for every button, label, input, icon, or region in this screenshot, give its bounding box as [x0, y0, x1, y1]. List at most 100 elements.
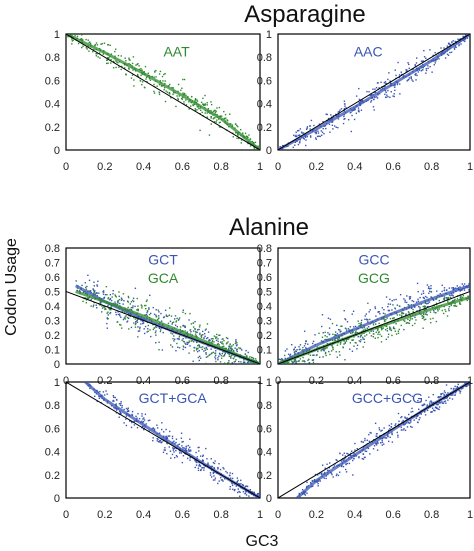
- data-point: [329, 318, 332, 320]
- data-point: [373, 109, 375, 111]
- data-point: [199, 333, 201, 336]
- data-point: [195, 464, 198, 466]
- data-point: [392, 327, 395, 330]
- y-tick-label: 0.7: [257, 258, 272, 270]
- data-point: [400, 416, 402, 419]
- data-point: [377, 331, 380, 334]
- plot-frame: [65, 247, 261, 365]
- data-point: [199, 464, 201, 467]
- data-point: [210, 476, 213, 478]
- data-point: [178, 347, 181, 349]
- data-point: [218, 480, 220, 482]
- data-point: [192, 326, 195, 328]
- data-point: [401, 415, 403, 418]
- data-point: [385, 437, 388, 439]
- data-point: [391, 334, 393, 337]
- data-point: [189, 446, 191, 448]
- data-point: [366, 439, 368, 441]
- data-point: [204, 349, 207, 351]
- data-point: [188, 352, 190, 354]
- data-point: [242, 484, 245, 487]
- data-point: [361, 99, 364, 102]
- data-point: [200, 109, 202, 111]
- data-point: [76, 35, 79, 38]
- data-point: [171, 86, 173, 89]
- data-point: [322, 120, 324, 123]
- data-point: [283, 354, 286, 357]
- data-point: [175, 441, 177, 444]
- data-point: [198, 108, 200, 110]
- data-point: [354, 325, 357, 328]
- data-point: [328, 123, 331, 126]
- data-point: [385, 96, 387, 98]
- data-point: [130, 426, 133, 429]
- data-point: [445, 384, 448, 386]
- data-point: [164, 309, 167, 312]
- data-point: [93, 290, 95, 292]
- data-point: [312, 354, 314, 356]
- data-point: [114, 396, 116, 399]
- data-point: [197, 344, 199, 347]
- data-point: [353, 452, 355, 455]
- data-point: [229, 344, 231, 346]
- data-point: [458, 303, 461, 305]
- data-point: [229, 475, 231, 477]
- data-point: [238, 363, 241, 364]
- data-point: [230, 357, 232, 359]
- data-point: [409, 422, 411, 424]
- data-point: [130, 301, 133, 303]
- data-point: [397, 412, 400, 415]
- data-point: [257, 493, 259, 495]
- y-tick-label: 0.8: [257, 243, 272, 255]
- data-point: [71, 34, 73, 36]
- data-point: [389, 327, 392, 329]
- data-point: [387, 309, 390, 312]
- data-point: [403, 428, 405, 430]
- data-point: [218, 334, 220, 337]
- data-point: [230, 349, 233, 351]
- data-point: [390, 423, 393, 425]
- data-point: [248, 362, 250, 364]
- data-point: [115, 66, 117, 69]
- data-point: [154, 71, 156, 73]
- data-point: [410, 411, 412, 413]
- data-point: [87, 297, 89, 300]
- data-point: [366, 327, 368, 329]
- data-point: [146, 331, 148, 333]
- data-point: [336, 333, 339, 335]
- data-point: [409, 419, 412, 422]
- data-point: [153, 428, 156, 430]
- data-point: [100, 301, 102, 303]
- data-point: [339, 354, 341, 356]
- data-point: [213, 121, 216, 123]
- data-point: [121, 298, 123, 301]
- data-point: [439, 402, 441, 404]
- data-point: [85, 299, 88, 301]
- data-point: [463, 289, 466, 291]
- data-point: [383, 82, 386, 84]
- data-point: [236, 342, 238, 344]
- data-point: [93, 285, 96, 287]
- data-point: [184, 312, 187, 315]
- data-point: [215, 339, 218, 342]
- data-point: [420, 313, 422, 316]
- data-point: [385, 91, 387, 94]
- y-tick-label: 0.6: [45, 423, 60, 435]
- data-point: [381, 327, 383, 329]
- data-point: [194, 320, 196, 323]
- data-point: [441, 401, 443, 403]
- data-point: [218, 126, 221, 128]
- data-point: [134, 420, 136, 422]
- data-point: [172, 449, 175, 451]
- data-point: [119, 404, 122, 406]
- data-point: [435, 320, 438, 323]
- data-point: [112, 400, 114, 402]
- data-point: [177, 346, 179, 348]
- data-point: [411, 324, 414, 327]
- x-tick-label: 0.2: [309, 509, 324, 521]
- data-point: [212, 472, 215, 475]
- data-point: [191, 340, 193, 342]
- data-point: [199, 469, 202, 472]
- plot-area: [66, 382, 260, 498]
- data-point: [147, 328, 149, 330]
